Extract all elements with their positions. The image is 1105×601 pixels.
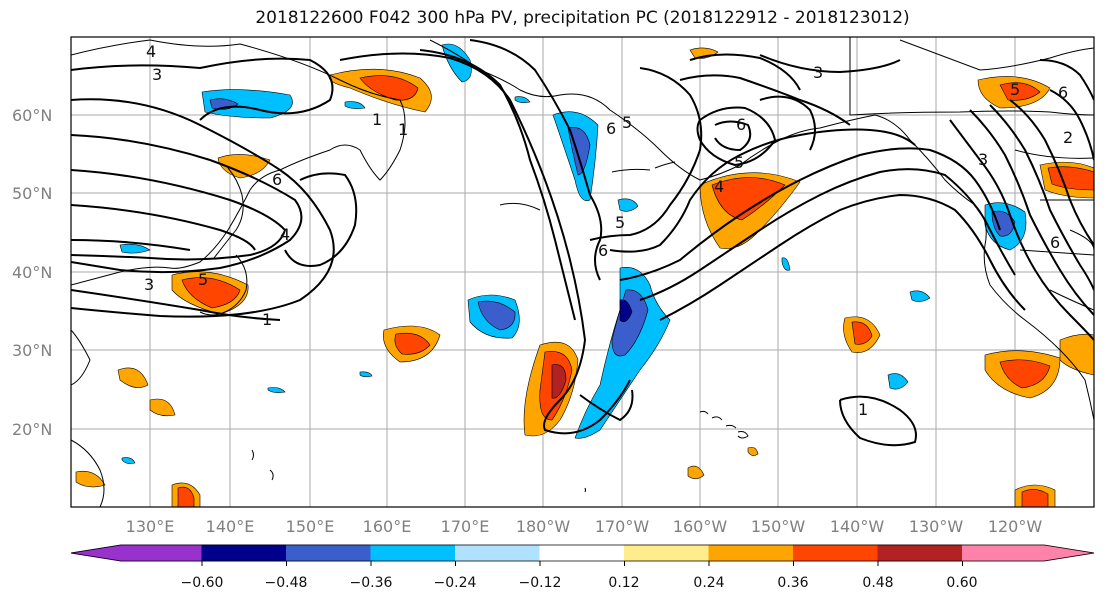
contour-label: 5: [615, 213, 625, 232]
colorbar-segment: [793, 544, 879, 562]
contour-label: 4: [146, 42, 156, 61]
colorbar-ticks: −0.60 −0.48 −0.36 −0.24 −0.12 0.12 0.24 …: [181, 575, 978, 591]
contour-label: 5: [198, 270, 208, 289]
contour-label: 4: [714, 177, 724, 196]
contour-label: 6: [1050, 233, 1060, 252]
lon-label: 160°W: [673, 517, 728, 536]
lon-label: 170°W: [595, 517, 650, 536]
contour-label: 3: [813, 63, 823, 82]
colorbar-segment: [455, 544, 541, 562]
precip-negative-shading: [119, 43, 1027, 464]
lon-label: 140°E: [206, 517, 255, 536]
lon-label: 180°W: [516, 517, 571, 536]
colorbar-tick-label: 0.60: [946, 575, 977, 591]
contour-label: 1: [262, 310, 272, 329]
latitude-labels: 60°N 50°N 40°N 30°N 20°N: [12, 106, 52, 439]
colorbar-tick-label: −0.12: [519, 575, 562, 591]
contour-label: 3: [152, 65, 162, 84]
colorbar-segment: [286, 544, 372, 562]
contour-label: 1: [858, 400, 868, 419]
contour-label: 2: [1063, 128, 1073, 147]
colorbar-tick-label: 0.24: [693, 575, 724, 591]
contour-label: 3: [978, 150, 988, 169]
contour-label: 3: [144, 275, 154, 294]
colorbar-tick-label: 0.48: [862, 575, 893, 591]
colorbar-outline: [70, 544, 1095, 562]
colorbar-tick-label: 0.12: [608, 575, 639, 591]
lon-label: 120°W: [988, 517, 1043, 536]
lon-label: 170°E: [441, 517, 490, 536]
islands: [251, 161, 749, 493]
contour-label: 1: [372, 110, 382, 129]
colorbar-tick-label: −0.60: [181, 575, 224, 591]
colorbar-segment: [877, 544, 963, 562]
colorbar-segment: [201, 544, 287, 562]
contour-label: 6: [598, 241, 608, 260]
colorbar-segment: [539, 544, 625, 562]
contour-label: 4: [280, 225, 290, 244]
lat-label: 50°N: [12, 184, 52, 203]
colorbar-tick-label: −0.48: [265, 575, 308, 591]
contour-label: 6: [606, 119, 616, 138]
contour-label: 5: [734, 153, 744, 172]
coastlines: [71, 37, 1094, 507]
contour-label: 5: [622, 113, 632, 132]
colorbar-tick-label: 0.36: [777, 575, 808, 591]
colorbar-tick-label: −0.24: [434, 575, 477, 591]
colorbar-segments: [70, 544, 1095, 566]
colorbar-segment: [708, 544, 794, 562]
colorbar-segment: [962, 544, 1095, 562]
contour-label: 1: [398, 120, 408, 139]
colorbar-tick-label: −0.36: [350, 575, 393, 591]
colorbar-segment: [370, 544, 456, 562]
lon-label: 140°W: [830, 517, 885, 536]
contour-label: 6: [736, 115, 746, 134]
lat-label: 20°N: [12, 420, 52, 439]
contour-labels: 4 3 1 5 3 1 6 5 6 5 5 6 3 4 6 2 3 6 1 4 …: [144, 42, 1073, 419]
lat-label: 30°N: [12, 341, 52, 360]
colorbar-segment: [70, 544, 203, 562]
lon-label: 150°W: [751, 517, 806, 536]
pv-contours: [71, 39, 1094, 447]
lon-label: 150°E: [286, 517, 335, 536]
lat-label: 40°N: [12, 263, 52, 282]
contour-label: 6: [1058, 83, 1068, 102]
lon-label: 130°W: [909, 517, 964, 536]
lon-label: 130°E: [126, 517, 175, 536]
contour-label: 6: [272, 170, 282, 189]
map-frame: [70, 36, 1095, 508]
colorbar-segment: [624, 544, 710, 562]
longitude-labels: 130°E 140°E 150°E 160°E 170°E 180°W 170°…: [126, 517, 1043, 536]
lat-label: 60°N: [12, 106, 52, 125]
lon-label: 160°E: [363, 517, 412, 536]
map-title: 2018122600 F042 300 hPa PV, precipitatio…: [255, 8, 910, 28]
contour-label: 5: [1010, 80, 1020, 99]
